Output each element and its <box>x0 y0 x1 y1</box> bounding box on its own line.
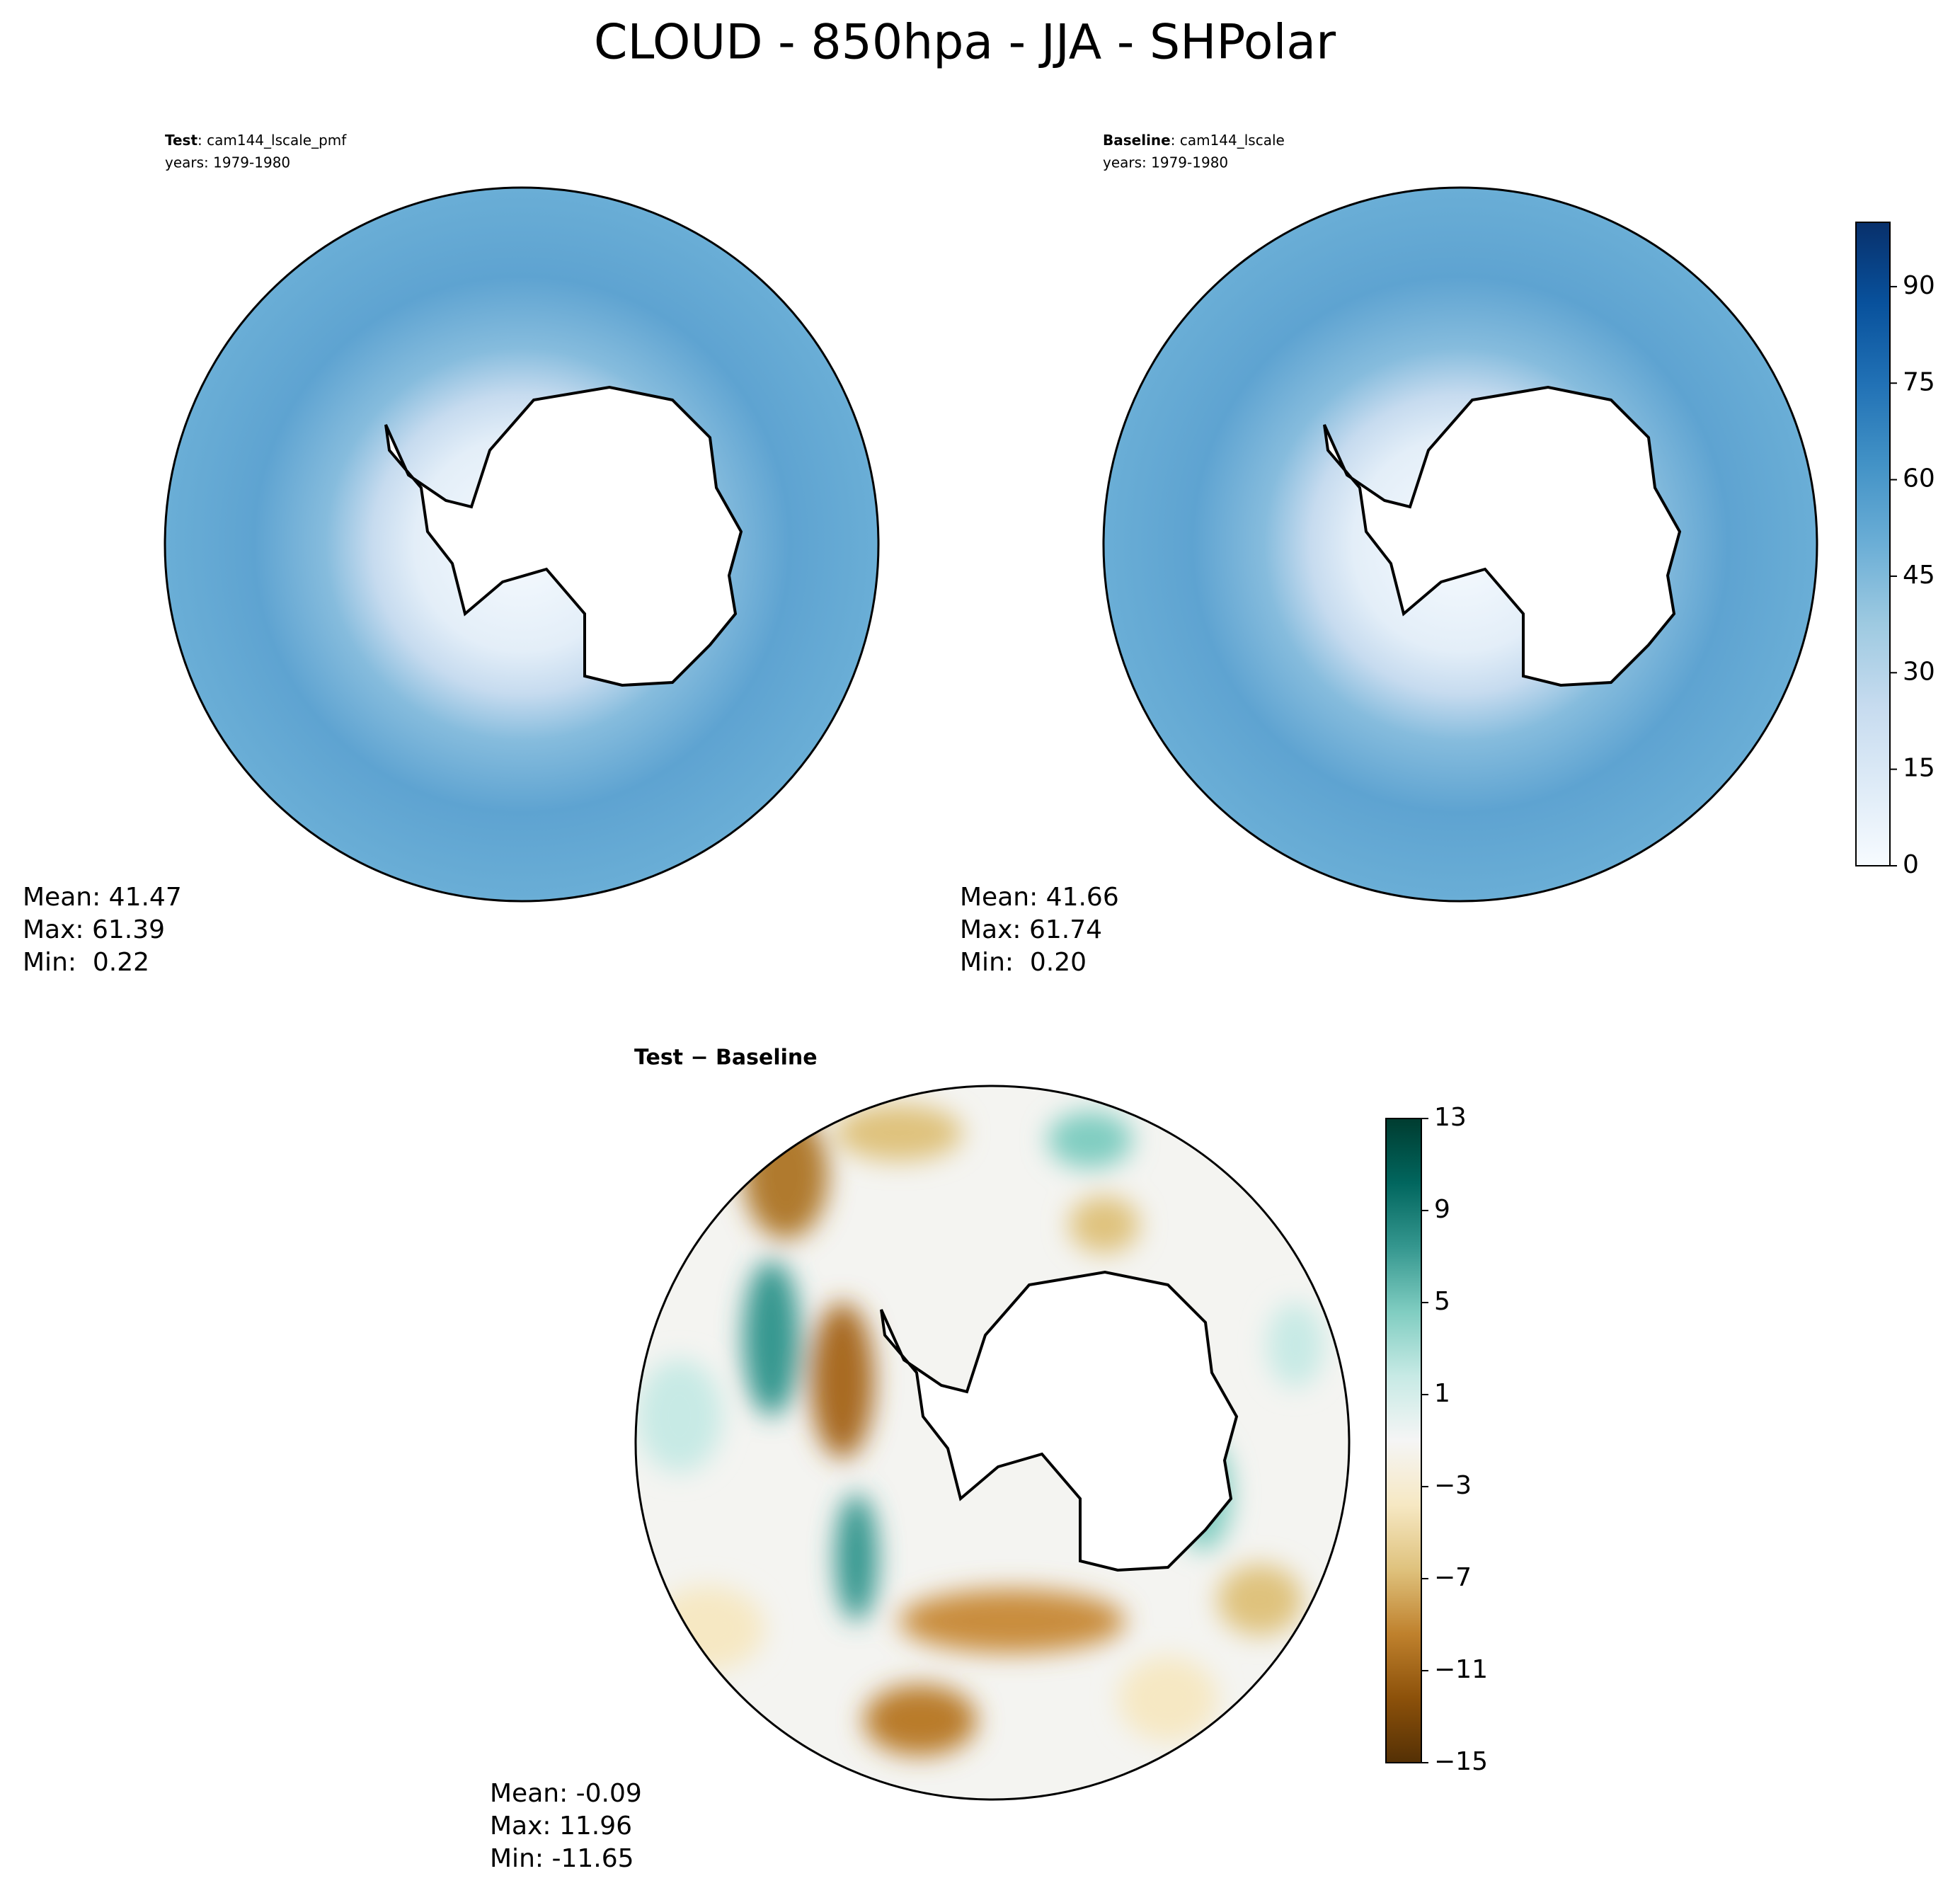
panel-case: : cam144_lscale_pmf <box>197 132 347 149</box>
panel-label: Test: cam144_lscale_pmf <box>165 132 347 149</box>
colorbar-tick-label: 90 <box>1903 271 1935 300</box>
colorbar-tick-label: 45 <box>1903 561 1935 590</box>
stat-max: Max: 61.39 <box>23 915 165 944</box>
colorbar-tick-label: 1 <box>1434 1379 1450 1408</box>
figure-title: CLOUD - 850hpa - JJA - SHPolar <box>594 15 1336 71</box>
stat-max: Max: 11.96 <box>490 1812 632 1841</box>
map-difference <box>634 1085 1351 1801</box>
panel-case: : cam144_lscale <box>1171 132 1285 149</box>
colorbar-tick-label: −3 <box>1434 1471 1472 1500</box>
stat-mean: Mean: 41.47 <box>23 883 182 912</box>
stat-min: Min: 0.20 <box>960 948 1087 977</box>
map-border <box>634 1085 1351 1801</box>
panel-years: years: 1979-1980 <box>1103 154 1228 171</box>
colorbar-tick-label: 13 <box>1434 1103 1467 1132</box>
colorbar-tick-label: 75 <box>1903 367 1935 396</box>
colorbar-tick-label: 9 <box>1434 1195 1450 1224</box>
panel-tag: Test <box>165 132 197 149</box>
colorbar-tick-label: 30 <box>1903 657 1935 686</box>
colorbar-tick-label: 60 <box>1903 464 1935 493</box>
colorbar-tick-label: −11 <box>1434 1655 1488 1684</box>
map-baseline <box>1102 186 1818 903</box>
panel-label: Baseline: cam144_lscale <box>1103 132 1285 149</box>
colorbar-tick-label: −7 <box>1434 1563 1472 1592</box>
colorbar-tick-label: 15 <box>1903 754 1935 783</box>
stat-mean: Mean: 41.66 <box>960 883 1119 912</box>
colorbar-tick-label: 0 <box>1903 850 1919 879</box>
stat-min: Min: 0.22 <box>23 948 149 977</box>
panel-heading: Test − Baseline <box>634 1046 818 1070</box>
stat-mean: Mean: -0.09 <box>490 1779 642 1808</box>
panel-tag: Baseline <box>1103 132 1171 149</box>
colorbar-tick-label: 5 <box>1434 1287 1450 1316</box>
colorbar <box>1385 1118 1422 1763</box>
colorbar <box>1855 222 1891 866</box>
map-test <box>164 186 880 903</box>
panel-years: years: 1979-1980 <box>165 154 290 171</box>
colorbar-tick-label: −15 <box>1434 1747 1488 1776</box>
stat-min: Min: -11.65 <box>490 1844 634 1873</box>
stat-max: Max: 61.74 <box>960 915 1102 944</box>
